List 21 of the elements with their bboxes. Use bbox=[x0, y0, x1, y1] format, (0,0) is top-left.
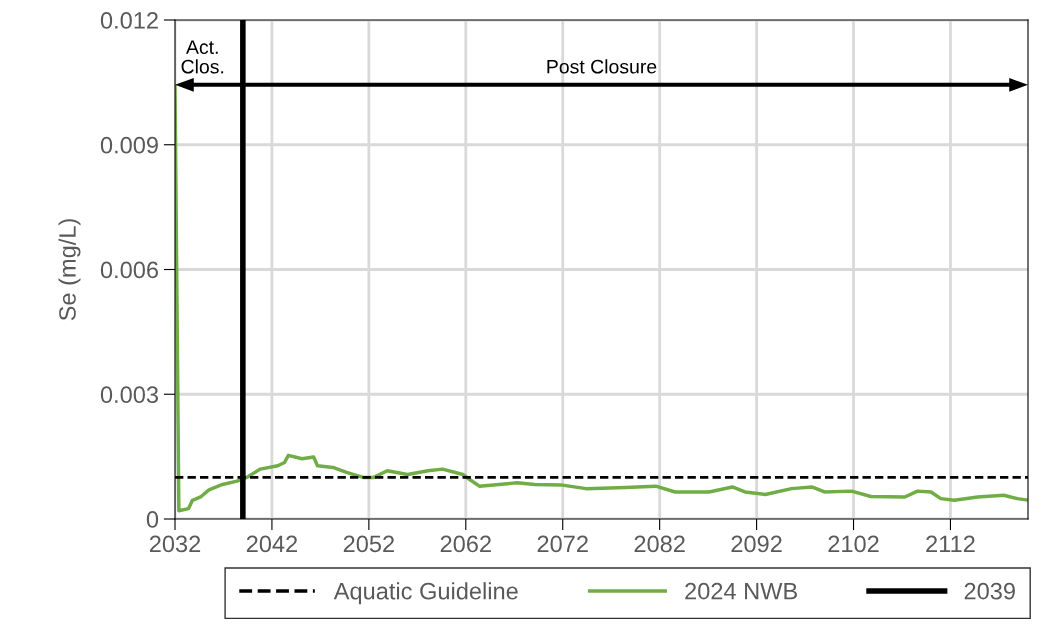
line-series bbox=[175, 84, 1028, 513]
x-tick-label: 2032 bbox=[149, 535, 201, 553]
y-tick-label: 0.006 bbox=[100, 261, 158, 279]
x-tick-label: 2112 bbox=[926, 535, 975, 553]
legend-label: Aquatic Guideline bbox=[333, 582, 518, 605]
y-tick-label: 0.009 bbox=[100, 136, 158, 154]
annotation: Post Closure bbox=[547, 59, 657, 74]
x-tick-label: 2042 bbox=[246, 535, 298, 553]
x-tick-label: 2052 bbox=[343, 535, 394, 553]
x-tick-label: 2102 bbox=[828, 535, 879, 553]
y-tick-label: 0.012 bbox=[100, 12, 158, 29]
x-tick-label: 2062 bbox=[440, 535, 491, 553]
legend-label: 2024 NWB bbox=[685, 582, 797, 600]
y-tick-label: 0.003 bbox=[100, 386, 158, 404]
x-tick-label: 2092 bbox=[731, 535, 782, 553]
y-axis-title: Se (mg/L) bbox=[58, 219, 81, 321]
x-tick-label: 2082 bbox=[634, 535, 685, 553]
annotation: Act. Clos. bbox=[181, 40, 224, 74]
y-tick-label: 0 bbox=[146, 511, 159, 528]
x-tick-label: 2072 bbox=[537, 535, 588, 553]
legend-label: 2039 bbox=[964, 582, 1015, 600]
